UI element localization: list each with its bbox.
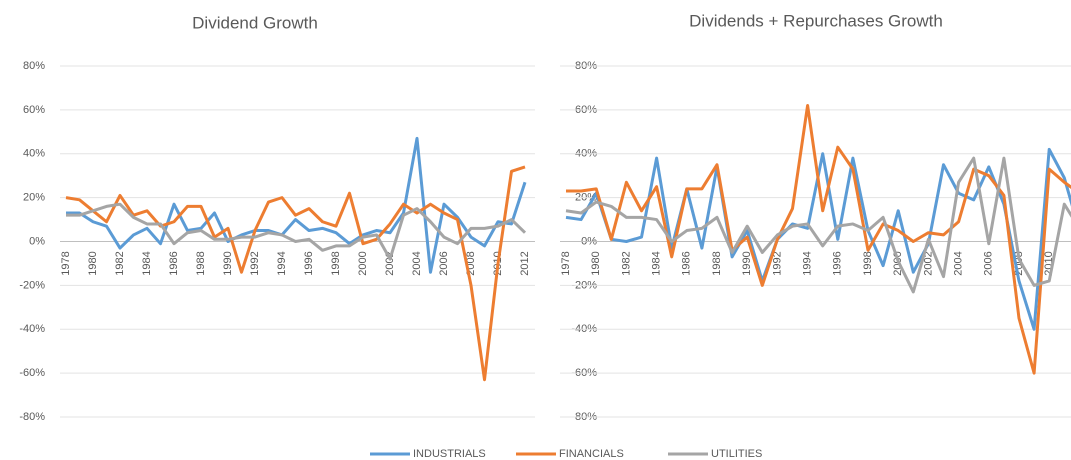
x-tick-label: 1980: [87, 251, 99, 275]
x-tick-label: 2002: [384, 251, 396, 275]
x-tick-label: 2012: [519, 251, 531, 275]
x-tick-label: 2004: [411, 251, 423, 275]
x-tick-label: 1988: [711, 251, 723, 275]
x-tick-label: 1990: [741, 251, 753, 275]
x-tick-label: 2002: [922, 251, 934, 275]
x-tick-label: 1984: [141, 251, 153, 275]
x-tick-label: 1992: [249, 251, 261, 275]
y-tick-label: 80%: [23, 60, 45, 72]
x-tick-label: 1990: [222, 251, 234, 275]
y-tick-label: 40%: [23, 148, 45, 160]
x-tick-label: 1992: [771, 251, 783, 275]
chart-title: Dividend Growth: [192, 13, 318, 32]
x-tick-label: 1998: [862, 251, 874, 275]
series-line: [565, 156, 1071, 294]
x-tick-label: 1986: [168, 251, 180, 275]
x-tick-label: 1982: [114, 251, 126, 275]
x-tick-label: 1982: [620, 251, 632, 275]
x-tick-label: 1994: [276, 251, 288, 275]
x-tick-label: 1978: [60, 251, 72, 275]
x-tick-label: 1998: [330, 251, 342, 275]
x-tick-label: 1996: [303, 251, 315, 275]
x-tick-label: 2006: [438, 251, 450, 275]
y-tick-label: 0%: [29, 235, 45, 247]
y-tick-label: 60%: [23, 104, 45, 116]
x-tick-label: 1988: [195, 251, 207, 275]
x-tick-label: 1980: [590, 251, 602, 275]
y-tick-label: -20%: [19, 279, 45, 291]
series-line: [66, 136, 527, 274]
x-tick-label: 2004: [953, 251, 965, 275]
legend-label: UTILITIES: [711, 448, 762, 460]
y-tick-label: -40%: [19, 323, 45, 335]
series-line: [565, 147, 1071, 331]
legend-label: INDUSTRIALS: [413, 448, 486, 460]
series-line: [566, 103, 1071, 375]
x-tick-label: 1984: [651, 251, 663, 275]
x-tick-label: 1996: [832, 251, 844, 275]
series-line: [65, 165, 526, 382]
chart-title: Dividends + Repurchases Growth: [689, 11, 943, 30]
y-tick-label: -80%: [19, 411, 45, 423]
x-tick-label: 2000: [357, 251, 369, 275]
x-tick-label: 2006: [983, 251, 995, 275]
x-tick-label: 1994: [802, 251, 814, 275]
x-tick-label: 1978: [560, 251, 572, 275]
legend-label: FINANCIALS: [559, 448, 624, 460]
y-tick-label: -60%: [19, 367, 45, 379]
x-tick-label: 1986: [681, 251, 693, 275]
y-tick-label: 20%: [23, 192, 45, 204]
series-line: [66, 202, 527, 261]
